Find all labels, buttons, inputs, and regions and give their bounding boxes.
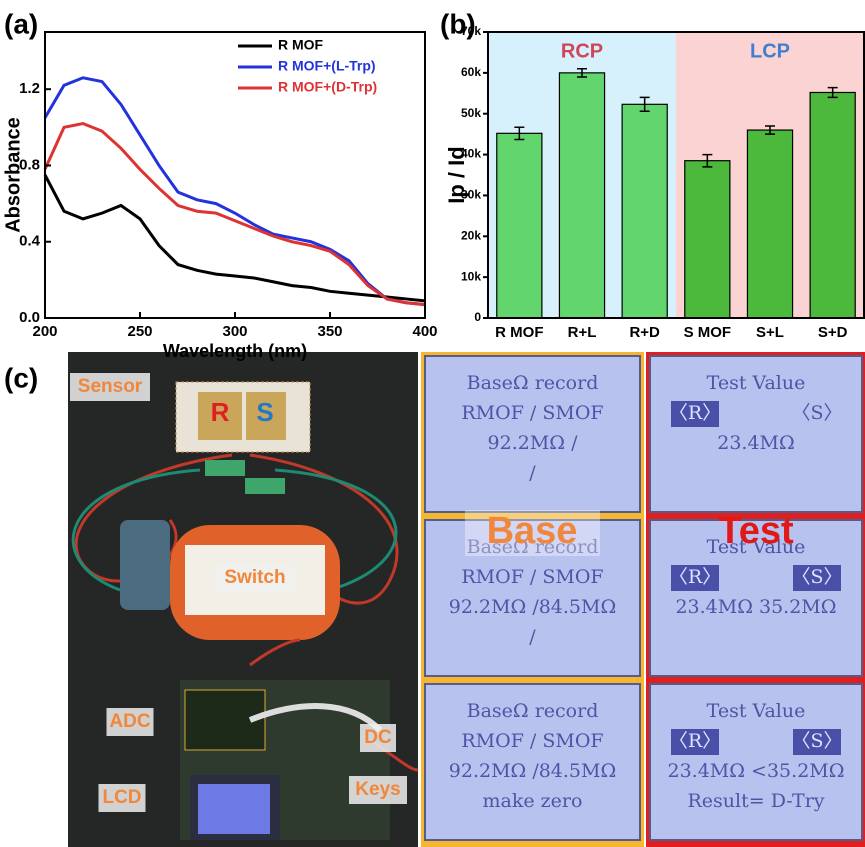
x-tick-label: 350 [317, 323, 342, 340]
figure: (a) (b) (c) R MOFR MOF+(L-Trp)R MOF+(D-T… [0, 0, 865, 847]
lcd-text: RMOF / SMOF [461, 730, 603, 752]
lcd-text: 23.4MΩ <35.2MΩ [668, 760, 845, 782]
y-axis-label: Ip / Id [444, 146, 469, 203]
lcd-text: Test Value [707, 700, 806, 722]
lcd-text: 23.4MΩ 35.2MΩ [675, 596, 836, 618]
panel-label: (a) [4, 8, 38, 39]
series-line [45, 78, 425, 305]
region-label: RCP [561, 40, 603, 62]
lcd-text: 〈S〉 [791, 402, 842, 424]
y-tick-label: 1.2 [19, 80, 40, 97]
y-tick-label: 50k [461, 106, 481, 120]
x-tick-label: 250 [127, 323, 152, 340]
legend-label: R MOF+(D-Trp) [278, 79, 377, 95]
x-tick-label: 300 [222, 323, 247, 340]
y-tick-label: 70k [461, 24, 481, 38]
x-tick-label: S MOF [684, 324, 732, 341]
x-tick-label: 400 [412, 323, 437, 340]
lcd-text: 92.2MΩ /84.5MΩ [449, 596, 616, 618]
lcd-text: Test Value [707, 372, 806, 394]
photo-label: DC [364, 727, 392, 748]
legend-label: R MOF [278, 37, 324, 53]
panel-label: (c) [4, 362, 38, 393]
legend-label: R MOF+(L-Trp) [278, 58, 376, 74]
lcd-text: 92.2MΩ / [488, 432, 579, 454]
x-axis-label: Wavelength (nm) [163, 341, 307, 361]
x-tick-label: S+L [756, 324, 784, 341]
photo-label: Switch [224, 567, 285, 588]
lcd-text: RMOF / SMOF [461, 402, 603, 424]
y-tick-label: 0 [474, 310, 481, 324]
bar [747, 130, 792, 318]
bar [810, 92, 855, 318]
photo-label: ADC [109, 711, 150, 732]
bar [685, 161, 730, 318]
bar [497, 133, 542, 318]
lcd-text: make zero [483, 790, 583, 812]
x-tick-label: R+D [629, 324, 660, 341]
y-tick-label: 60k [461, 65, 481, 79]
lcd-text: 〈R〉 [669, 730, 721, 752]
lcd-text: Result= D-Try [687, 790, 824, 812]
overlay-label: Test [718, 510, 794, 552]
region-label: LCP [750, 40, 790, 62]
lcd-text: 〈R〉 [669, 566, 721, 588]
x-tick-label: R MOF [495, 324, 543, 341]
photo [68, 352, 418, 847]
lcd-text: 〈S〉 [791, 566, 842, 588]
lcd-text: 〈R〉 [669, 402, 721, 424]
y-tick-label: 20k [461, 228, 481, 242]
y-tick-label: 0.4 [19, 233, 41, 250]
lcd-text: BaseΩ record [467, 700, 599, 722]
photo-label: Keys [355, 779, 400, 800]
overlay-label: Base [487, 510, 578, 552]
bar [559, 73, 604, 318]
lcd-text: / [529, 462, 536, 484]
lcd-text: 92.2MΩ /84.5MΩ [449, 760, 616, 782]
y-tick-label: 0.0 [19, 309, 40, 326]
bar [622, 104, 667, 318]
x-tick-label: S+D [818, 324, 848, 341]
lcd-text: RMOF / SMOF [461, 566, 603, 588]
y-tick-label: 10k [461, 269, 481, 283]
photo-label: LCD [102, 787, 141, 808]
y-axis-label: Absorbance [2, 117, 24, 233]
x-tick-label: R+L [568, 324, 597, 341]
lcd-text: / [529, 626, 536, 648]
lcd-text: 〈S〉 [791, 730, 842, 752]
photo-label: S [256, 397, 273, 427]
photo-label: Sensor [78, 376, 143, 397]
lcd-text: 23.4MΩ [717, 432, 795, 454]
photo-label: R [211, 397, 230, 427]
lcd-text: BaseΩ record [467, 372, 599, 394]
